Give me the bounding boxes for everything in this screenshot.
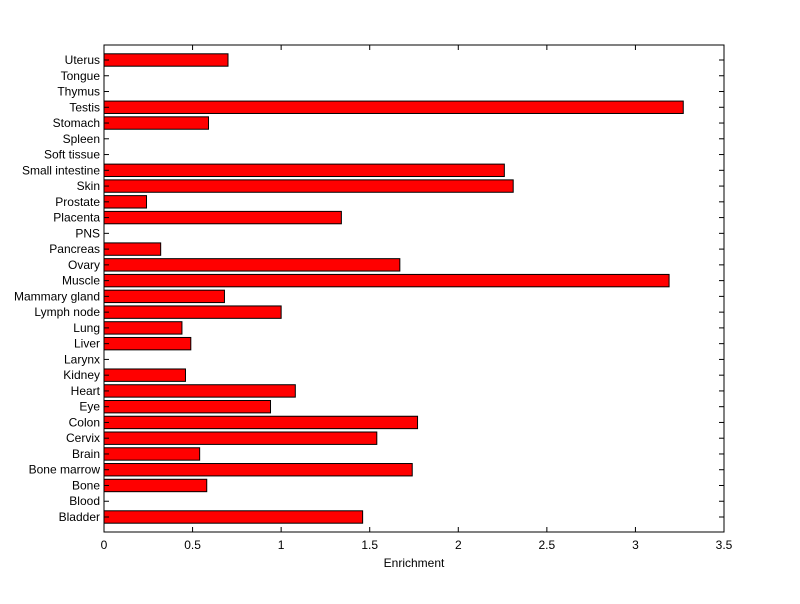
bar-prostate [103, 195, 148, 209]
y-tick-label: PNS [75, 226, 100, 240]
y-tick-label: Lung [73, 321, 100, 335]
y-tick-label: Heart [71, 384, 101, 398]
bar-kidney [103, 368, 186, 382]
bar-uterus [103, 53, 229, 67]
y-tick-label: Bone marrow [29, 463, 101, 477]
y-tick-label: Skin [77, 179, 100, 193]
y-tick-label: Brain [72, 447, 100, 461]
x-tick-label: 2.5 [539, 538, 556, 552]
x-tick-label: 0.5 [184, 538, 201, 552]
y-tick-label: Bladder [59, 510, 100, 524]
y-tick-label: Uterus [65, 53, 100, 67]
y-tick-label: Colon [69, 415, 100, 429]
bar-lymph-node [103, 305, 282, 319]
bar-muscle [103, 273, 670, 288]
x-tick-label: 1.5 [361, 538, 378, 552]
bar-small-intestine [103, 163, 505, 178]
y-tick-label: Blood [69, 494, 100, 508]
y-tick-label: Thymus [57, 85, 100, 99]
x-tick-label: 1 [278, 538, 285, 552]
plot-frame [103, 44, 725, 533]
bar-brain [103, 447, 201, 461]
bar-testis [103, 100, 684, 114]
y-tick-label: Stomach [53, 116, 100, 130]
bar-skin [103, 179, 514, 193]
x-axis-label: Enrichment [384, 556, 445, 570]
y-tick-label: Ovary [68, 258, 100, 272]
y-tick-label: Pancreas [49, 242, 100, 256]
bar-heart [103, 384, 296, 398]
y-tick-label: Muscle [62, 274, 100, 288]
bar-placenta [103, 210, 342, 225]
y-tick-label: Spleen [63, 132, 100, 146]
x-tick-label: 0 [101, 538, 108, 552]
y-tick-label: Tongue [61, 69, 101, 83]
y-tick-label: Small intestine [22, 163, 100, 177]
bars-layer [103, 53, 684, 524]
bar-liver [103, 336, 192, 351]
y-tick-label: Liver [74, 337, 100, 351]
y-tick-label: Cervix [66, 431, 100, 445]
bar-bone-marrow [103, 463, 413, 477]
y-tick-label: Soft tissue [44, 148, 100, 162]
x-tick-label: 3.5 [716, 538, 733, 552]
bar-eye [103, 399, 272, 414]
y-tick-label: Kidney [63, 368, 100, 382]
bar-bone [103, 478, 208, 493]
y-tick-label: Testis [69, 100, 100, 114]
y-tick-label: Eye [79, 400, 100, 414]
y-tick-label: Placenta [53, 211, 100, 225]
bar-stomach [103, 116, 210, 130]
y-tick-label: Mammary gland [14, 289, 100, 303]
bar-pancreas [103, 242, 162, 256]
x-tick-label: 3 [632, 538, 639, 552]
bar-ovary [103, 258, 401, 272]
y-tick-label: Larynx [64, 352, 100, 366]
bar-colon [103, 415, 419, 430]
y-tick-label: Lymph node [34, 305, 100, 319]
y-tick-label: Prostate [55, 195, 100, 209]
bar-mammary-gland [103, 289, 225, 304]
x-tick-label: 2 [455, 538, 462, 552]
bar-lung [103, 321, 183, 335]
bar-bladder [103, 510, 364, 524]
bar-cervix [103, 431, 378, 445]
ticks-layer [103, 45, 725, 532]
y-tick-label: Bone [72, 478, 100, 492]
